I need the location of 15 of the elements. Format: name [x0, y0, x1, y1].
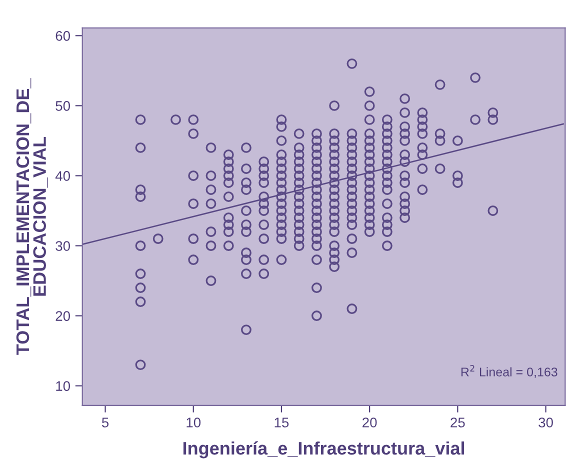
y-tick-label: 20 [56, 311, 70, 321]
y-axis-title: TOTAL_IMPLEMENTACION_DE_ EDUCACION_VIAL [16, 78, 48, 355]
x-axis-title: Ingeniería_e_Infraestructura_vial [183, 441, 464, 458]
y-tick-label: 60 [56, 30, 70, 41]
y-tick-label: 40 [55, 171, 70, 181]
y-tick-label: 30 [56, 241, 70, 251]
annotation: R$^{2}$ Lineal = 0,163 [461, 365, 558, 378]
x-tick-label: 20 [362, 418, 377, 428]
y-tick-label: 10 [56, 381, 70, 391]
x-tick-label: 5 [102, 418, 109, 428]
x-tick-label: 25 [450, 418, 465, 428]
x-tick-label: 30 [538, 418, 553, 428]
x-tick-label: 10 [186, 418, 201, 428]
x-tick-label: 15 [274, 418, 289, 428]
y-tick-label: 50 [56, 101, 70, 111]
